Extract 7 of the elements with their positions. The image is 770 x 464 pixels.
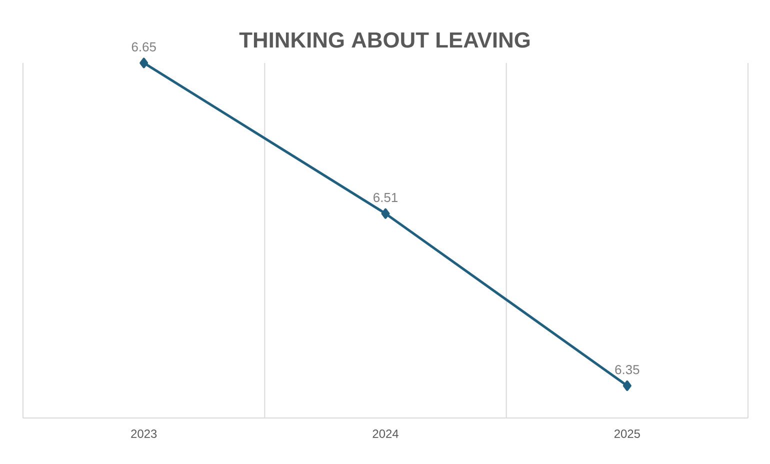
data-label: 6.65: [132, 42, 156, 52]
chart-title: THINKING ABOUT LEAVING: [239, 32, 530, 48]
x-tick-label: 2025: [614, 430, 640, 438]
data-label: 6.51: [374, 192, 398, 202]
data-label: 6.35: [615, 365, 640, 374]
x-tick-label: 2023: [131, 430, 157, 438]
x-tick-label: 2024: [372, 430, 398, 438]
